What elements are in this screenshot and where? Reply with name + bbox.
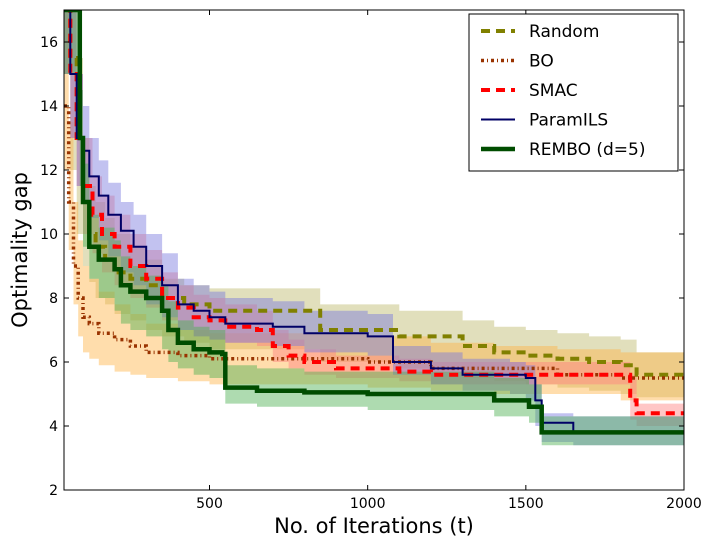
y-tick-label: 2: [49, 483, 58, 499]
legend-label: BO: [529, 52, 554, 72]
series-lines: [64, 10, 684, 435]
x-axis-title: No. of Iterations (t): [274, 514, 474, 538]
x-tick-label: 2000: [666, 496, 702, 512]
y-tick-label: 14: [40, 99, 58, 115]
confidence-band-4: [64, 10, 684, 449]
series-line-1: [64, 104, 684, 382]
y-tick-label: 12: [40, 163, 58, 179]
series-line-3: [64, 10, 684, 434]
axis-ticks: 500 1000 1500 2000 2 4 6 8 10 12 14 16: [40, 10, 702, 512]
x-tick-label: 1000: [350, 496, 386, 512]
legend-box: [468, 13, 679, 172]
x-tick-label: 500: [196, 496, 223, 512]
y-tick-label: 6: [49, 355, 58, 371]
legend-label: Random: [529, 22, 599, 42]
y-tick-label: 16: [40, 35, 58, 51]
y-axis-title: Optimality gap: [8, 172, 32, 328]
legend-label: ParamILS: [529, 111, 608, 131]
legend: Random BO SMAC ParamILS REMBO (d=5): [468, 13, 679, 172]
y-tick-label: 8: [49, 291, 58, 307]
y-tick-label: 10: [40, 227, 58, 243]
x-tick-label: 1500: [508, 496, 544, 512]
legend-label: REMBO (d=5): [529, 140, 646, 160]
legend-label: SMAC: [529, 81, 578, 101]
confidence-band-0: [64, 10, 684, 398]
confidence-band-2: [64, 10, 684, 430]
confidence-band-3: [64, 10, 684, 446]
plot-frame: [63, 9, 685, 491]
y-tick-label: 4: [49, 419, 58, 435]
series-line-4: [64, 10, 684, 435]
